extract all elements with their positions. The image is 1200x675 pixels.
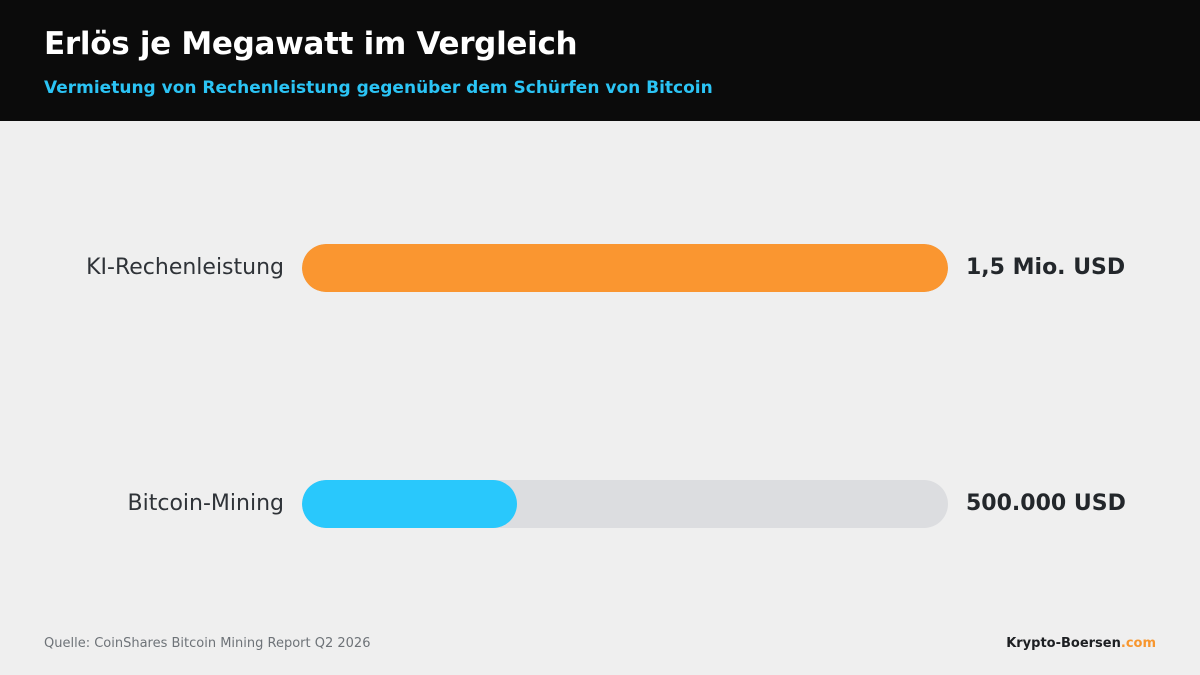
bar-chart: KI-Rechenleistung 1,5 Mio. USD Bitcoin-Min…	[0, 121, 1200, 621]
chart-title: Erlös je Megawatt im Vergleich	[44, 26, 578, 62]
value-label: 500.000 USD	[966, 491, 1126, 516]
brand-logo[interactable]: Krypto-Boersen.com	[1006, 636, 1156, 651]
chart-subtitle: Vermietung von Rechenleistung gegenüber …	[44, 78, 713, 98]
bar-track	[302, 244, 948, 292]
bar	[302, 480, 517, 528]
bar	[302, 244, 948, 292]
category-label: Bitcoin-Mining	[127, 491, 284, 516]
value-label: 1,5 Mio. USD	[966, 255, 1126, 280]
brand-tld: .com	[1120, 636, 1156, 651]
bar-track	[302, 480, 948, 528]
bar-row: KI-Rechenleistung 1,5 Mio. USD	[0, 244, 1200, 292]
header-bar: Erlös je Megawatt im Vergleich Vermietun…	[0, 0, 1200, 121]
source-note: Quelle: CoinShares Bitcoin Mining Report…	[44, 636, 371, 651]
category-label: KI-Rechenleistung	[86, 255, 284, 280]
brand-name: Krypto-Boersen	[1006, 636, 1121, 651]
bar-row: Bitcoin-Mining 500.000 USD	[0, 480, 1200, 528]
